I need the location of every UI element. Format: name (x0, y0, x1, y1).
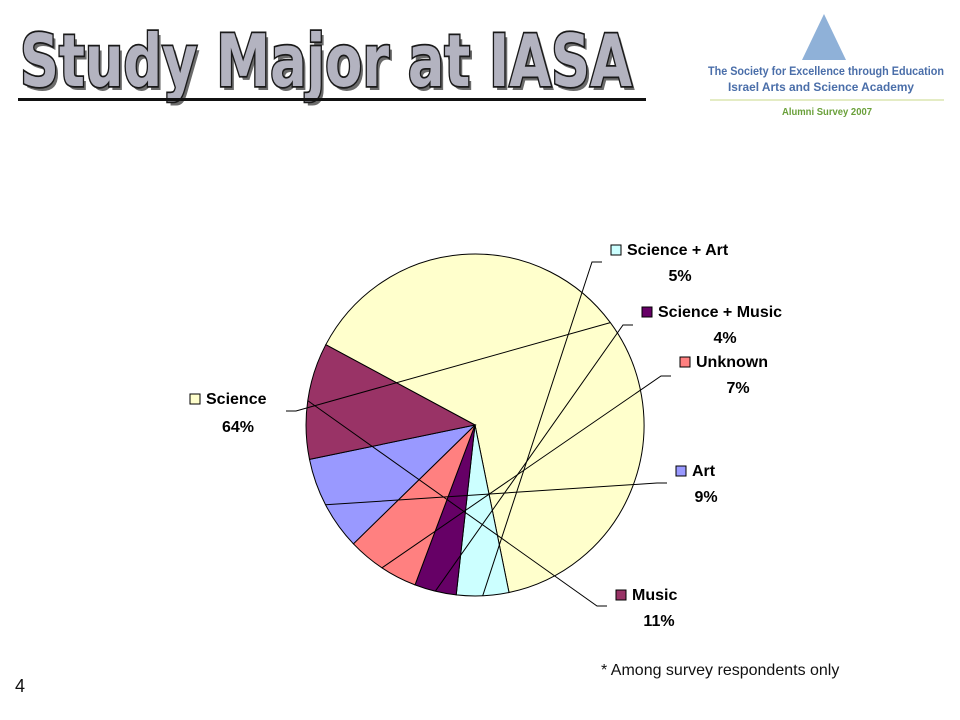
legend-swatch-science-art (610, 244, 622, 256)
data-label-science-art: Science + Art (627, 242, 729, 259)
data-value-music: 11% (643, 613, 674, 630)
title-underline (18, 98, 646, 101)
logo-line3: Alumni Survey 2007 (782, 107, 872, 118)
slide-title: Study Major at IASA Study Major at IASA (18, 17, 635, 107)
leader-lines (286, 261, 671, 607)
legend-swatch-science-music (641, 306, 653, 318)
slide-title-text: Study Major at IASA (20, 19, 632, 103)
legend-swatch-unknown (679, 356, 691, 368)
leader-line-unknown (381, 375, 671, 569)
data-label-music: Music (632, 587, 677, 604)
data-label-science-music: Science + Music (658, 304, 782, 321)
data-value-science: 64% (222, 419, 254, 436)
logo-triangle-icon (802, 14, 846, 60)
data-label-science: Science (206, 391, 267, 408)
page-number: 4 (15, 676, 26, 696)
leader-line-science-art (482, 261, 602, 596)
slide-title-shadow: Study Major at IASA (23, 23, 635, 107)
leader-line-science-music (434, 324, 633, 592)
data-labels: Science 64% Science + Art 5% Science + Music… (189, 242, 782, 630)
pie-slices (305, 253, 645, 597)
leader-line-art (325, 482, 667, 506)
legend-swatch-art (675, 465, 687, 477)
data-label-art: Art (692, 463, 716, 480)
data-value-science-music: 4% (713, 330, 736, 347)
pie-slice-science (325, 253, 645, 594)
data-value-art: 9% (694, 489, 717, 506)
footnote: * Among survey respondents only (601, 662, 840, 679)
logo-line2: Israel Arts and Science Academy (728, 80, 914, 94)
leader-line-science (286, 322, 611, 412)
logo-line1: The Society for Excellence through Educa… (708, 64, 944, 78)
data-value-unknown: 7% (726, 380, 749, 397)
data-value-science-art: 5% (668, 268, 691, 285)
leader-line-music (307, 400, 607, 607)
legend-swatch-science (189, 393, 201, 405)
logo: The Society for Excellence through Educa… (708, 14, 944, 118)
legend-swatch-music (615, 589, 627, 601)
data-label-unknown: Unknown (696, 354, 768, 371)
